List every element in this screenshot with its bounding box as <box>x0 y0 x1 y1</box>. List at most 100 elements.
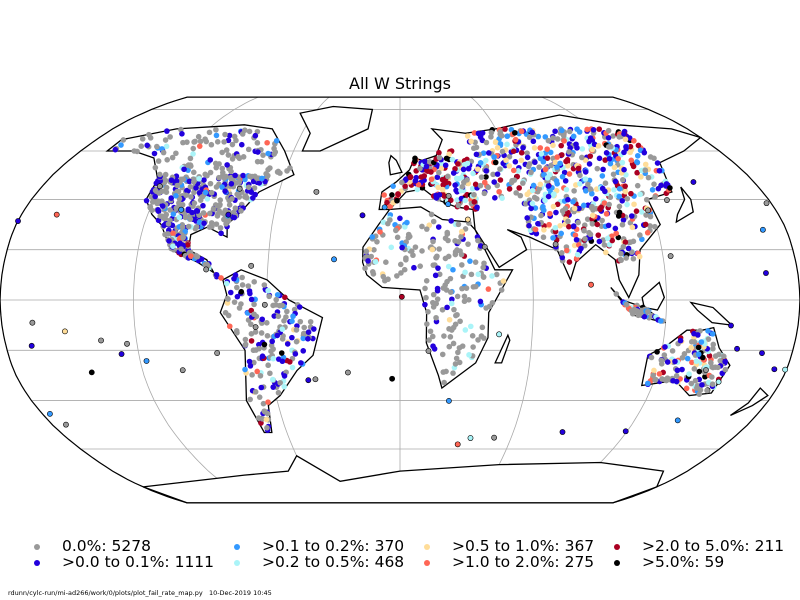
station-marker <box>578 245 584 252</box>
station-marker <box>550 235 556 241</box>
station-marker <box>187 216 194 222</box>
station-marker <box>483 139 490 146</box>
station-marker <box>627 143 634 150</box>
station-marker <box>634 159 640 165</box>
station-marker <box>528 169 534 176</box>
station-marker <box>273 137 280 144</box>
station-marker <box>381 204 388 211</box>
station-marker <box>598 204 605 211</box>
station-marker <box>389 192 395 198</box>
station-marker <box>582 169 589 175</box>
station-marker <box>422 158 428 165</box>
station-marker <box>468 138 474 145</box>
station-marker <box>240 154 247 160</box>
station-marker <box>264 332 271 339</box>
station-marker <box>228 180 235 187</box>
station-marker <box>359 212 366 219</box>
station-marker <box>492 159 499 166</box>
station-marker <box>425 348 432 354</box>
station-marker <box>247 173 253 180</box>
station-marker <box>552 128 558 135</box>
station-marker <box>265 399 271 405</box>
station-marker <box>191 178 197 185</box>
station-marker <box>98 337 104 344</box>
station-marker <box>570 133 577 140</box>
station-marker <box>201 220 207 227</box>
station-marker <box>481 243 488 250</box>
station-marker <box>118 142 124 148</box>
station-marker <box>589 190 595 197</box>
station-marker <box>221 175 228 181</box>
station-marker <box>618 250 624 257</box>
station-marker <box>497 177 504 183</box>
station-marker <box>246 358 253 365</box>
station-marker <box>475 237 481 244</box>
station-marker <box>208 189 215 196</box>
station-marker <box>722 366 729 373</box>
station-marker <box>545 193 552 200</box>
station-marker <box>734 345 740 352</box>
station-marker <box>620 243 627 250</box>
station-marker <box>554 136 561 142</box>
station-marker <box>554 154 560 160</box>
station-marker <box>287 165 293 171</box>
station-marker <box>430 291 437 298</box>
station-marker <box>586 138 592 145</box>
station-marker <box>631 138 637 144</box>
station-marker <box>635 142 642 149</box>
station-markers <box>15 126 789 448</box>
station-marker <box>667 185 673 191</box>
station-marker <box>600 166 606 173</box>
station-marker <box>176 214 183 221</box>
station-marker <box>524 150 530 156</box>
station-marker <box>566 223 572 230</box>
station-marker <box>637 191 643 198</box>
station-marker <box>453 312 459 319</box>
station-marker <box>561 169 568 176</box>
station-marker <box>621 131 627 137</box>
station-marker <box>661 352 668 358</box>
station-marker <box>616 134 623 140</box>
station-marker <box>494 171 501 177</box>
map-title: All W Strings <box>349 74 451 93</box>
station-marker <box>524 215 530 221</box>
station-marker <box>428 176 435 183</box>
station-marker <box>169 154 176 161</box>
station-marker <box>520 180 526 186</box>
station-marker <box>254 140 261 146</box>
station-marker <box>160 149 167 156</box>
station-marker <box>439 306 446 313</box>
station-marker <box>564 163 571 169</box>
station-marker <box>559 254 566 261</box>
station-marker <box>529 200 536 207</box>
station-marker <box>252 389 259 395</box>
station-marker <box>394 273 400 279</box>
station-marker <box>312 376 319 383</box>
station-marker <box>392 227 399 234</box>
station-marker <box>183 192 189 199</box>
station-marker <box>605 127 612 134</box>
station-marker <box>213 132 220 139</box>
station-marker <box>284 341 291 347</box>
station-marker <box>592 196 599 202</box>
station-marker <box>552 241 559 248</box>
station-marker <box>540 158 547 165</box>
station-marker <box>589 203 595 210</box>
station-marker <box>667 253 674 259</box>
station-marker <box>190 151 196 157</box>
station-marker <box>186 178 193 185</box>
station-marker <box>634 152 641 159</box>
station-marker <box>579 146 586 152</box>
station-marker <box>609 233 615 239</box>
station-marker <box>232 172 238 179</box>
station-marker <box>673 373 680 379</box>
station-marker <box>387 203 394 210</box>
station-marker <box>471 191 477 198</box>
station-marker <box>248 296 255 303</box>
station-marker <box>279 358 286 365</box>
station-marker <box>705 336 712 342</box>
station-marker <box>647 213 654 220</box>
station-marker <box>430 238 436 245</box>
station-marker <box>625 245 632 252</box>
